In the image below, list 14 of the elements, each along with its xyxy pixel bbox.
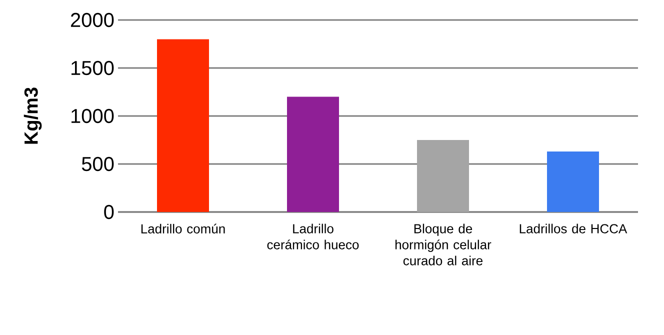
y-tick-label: 1500	[72, 60, 114, 76]
x-tick-label: Ladrillo cerámico hueco	[267, 224, 359, 250]
bar	[417, 140, 470, 212]
x-tick-label: Bloque de hormigón celular curado al aire	[395, 224, 492, 266]
y-tick-label: 0	[104, 204, 114, 220]
bar	[157, 39, 209, 212]
y-tick-label: 500	[82, 156, 114, 172]
bar	[287, 96, 340, 212]
y-axis-title: Kg/m3	[24, 88, 42, 144]
x-tick-label: Ladrillo común	[141, 224, 225, 234]
x-tick-label: Ladrillos de HCCA	[520, 224, 628, 234]
y-tick-label: 1000	[72, 108, 114, 124]
y-tick-label: 2000	[70, 12, 114, 28]
bar	[547, 152, 600, 212]
